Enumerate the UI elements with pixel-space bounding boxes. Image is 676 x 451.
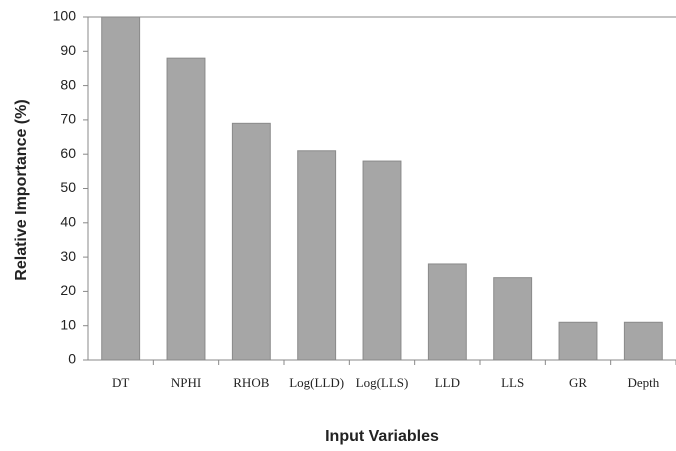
bar — [166, 57, 206, 361]
y-tick-label: 30 — [60, 248, 76, 264]
y-tick-label: 40 — [60, 214, 76, 230]
y-tick-label: 60 — [60, 145, 76, 161]
bar — [362, 160, 402, 361]
bar — [101, 16, 141, 361]
y-axis-title: Relative Importance (%) — [13, 99, 30, 280]
y-tick-label: 20 — [60, 282, 76, 298]
bar — [493, 277, 533, 361]
x-tick-label: Log(LLD) — [289, 375, 344, 390]
x-tick-label: GR — [569, 375, 587, 390]
x-tick-label: Depth — [627, 375, 659, 390]
y-tick-label: 80 — [60, 76, 76, 92]
bar — [558, 321, 598, 361]
x-tick-label: LLS — [501, 375, 524, 390]
bar — [427, 263, 467, 361]
y-tick-label: 70 — [60, 111, 76, 127]
y-tick-label: 50 — [60, 179, 76, 195]
x-tick-label: Log(LLS) — [356, 375, 409, 390]
x-tick-label: RHOB — [233, 375, 269, 390]
y-tick-label: 90 — [60, 42, 76, 58]
y-tick-label: 0 — [68, 351, 76, 367]
bar — [623, 321, 663, 361]
bar — [231, 122, 271, 361]
x-tick-label: LLD — [435, 375, 460, 390]
y-tick-label: 10 — [60, 316, 76, 332]
x-tick-label: NPHI — [171, 375, 201, 390]
y-tick-label: 100 — [53, 8, 77, 24]
x-tick-label: DT — [112, 375, 129, 390]
bar — [297, 150, 337, 361]
x-axis-title: Input Variables — [325, 428, 439, 445]
